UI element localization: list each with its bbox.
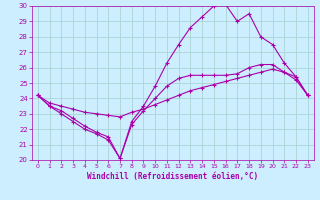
X-axis label: Windchill (Refroidissement éolien,°C): Windchill (Refroidissement éolien,°C) [87, 172, 258, 181]
